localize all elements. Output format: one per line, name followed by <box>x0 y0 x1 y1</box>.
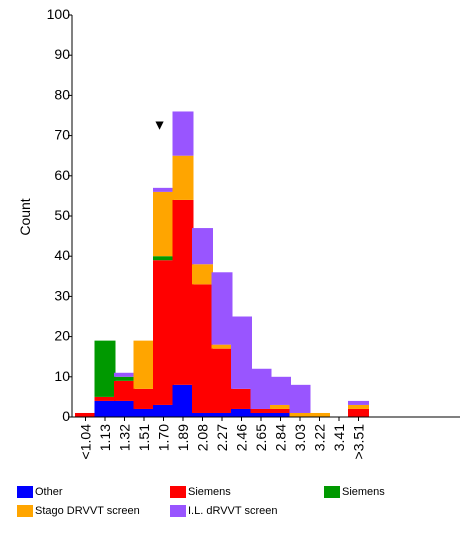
y-tick-label: 20 <box>54 328 70 344</box>
y-tick-label: 70 <box>54 127 70 143</box>
x-tick-label: 1.51 <box>136 424 152 451</box>
x-tick-label: 1.13 <box>97 424 113 451</box>
bar-segment-8-1 <box>231 388 252 409</box>
bar-segment-14-3 <box>348 404 369 409</box>
y-tick-label: 100 <box>47 6 71 22</box>
bar-segment-10-1 <box>270 408 291 413</box>
x-tick-label: 3.22 <box>312 424 328 451</box>
bar-segment-7-4 <box>211 272 233 345</box>
bar-segment-4-0 <box>153 404 174 417</box>
y-tick-label: 0 <box>62 408 70 424</box>
x-tick-label: 2.08 <box>195 424 211 451</box>
bar-segment-5-3 <box>172 155 194 200</box>
bar-segment-1-0 <box>94 400 116 417</box>
bar-segment-11-4 <box>289 384 311 413</box>
bar-segment-1-2 <box>94 340 116 397</box>
x-tick-label: 1.32 <box>117 424 133 451</box>
bar-segment-3-0 <box>133 408 155 417</box>
bar-segment-6-3 <box>192 264 213 285</box>
bar-segment-4-2 <box>153 256 174 261</box>
bar-segment-9-0 <box>250 412 272 417</box>
bar-segment-14-1 <box>348 408 369 417</box>
y-tick-label: 30 <box>54 287 70 303</box>
y-axis-label: Count <box>17 198 33 235</box>
bar-segment-12-3 <box>309 412 330 417</box>
x-tick-label: 1.70 <box>156 424 172 451</box>
bar-segment-14-4 <box>348 400 369 405</box>
x-tick-label: >3.51 <box>351 424 367 460</box>
bar-segment-6-4 <box>192 228 213 265</box>
bar-segment-10-0 <box>270 412 291 417</box>
bar-segment-6-0 <box>192 412 213 417</box>
bar-segment-2-2 <box>114 376 135 381</box>
x-tick-label: 2.46 <box>234 424 250 451</box>
y-tick-label: 40 <box>54 247 70 263</box>
x-axis: <1.04 1.13 1.32 1.51 1.70 1.89 2.08 2.27 2.46 2.6… <box>72 416 460 460</box>
bar-segment-5-0 <box>172 384 194 417</box>
bar-segment-2-0 <box>114 400 135 417</box>
y-tick-label: 90 <box>54 46 70 62</box>
bar-segment-8-4 <box>231 316 252 389</box>
x-tick-label: 2.65 <box>253 424 269 451</box>
y-tick-label: 80 <box>54 86 70 102</box>
bar-segment-10-3 <box>270 404 291 409</box>
bar-segment-0-1 <box>75 412 96 417</box>
x-tick-label: 3.03 <box>292 424 308 451</box>
x-tick-label: 3.41 <box>331 424 347 451</box>
x-tick-label: 2.27 <box>214 424 230 451</box>
bar-segment-7-3 <box>211 344 233 349</box>
bar-segment-4-1 <box>153 260 174 405</box>
bar-segment-7-0 <box>211 412 233 417</box>
bar-segment-1-1 <box>94 396 116 401</box>
bar-segment-2-1 <box>114 380 135 401</box>
bar-segment-5-1 <box>172 199 194 385</box>
marker-triangle-icon: ▼ <box>153 117 167 133</box>
bar-segment-9-4 <box>250 368 272 409</box>
bar-segment-10-4 <box>270 376 291 405</box>
y-axis: 0 10 20 30 40 50 60 70 80 90 100 <box>47 6 73 424</box>
bar-segment-4-4 <box>153 187 174 192</box>
bar-segment-3-3 <box>133 340 155 389</box>
bar-segment-3-1 <box>133 388 155 409</box>
bar-segment-6-1 <box>192 284 213 413</box>
x-tick-label: <1.04 <box>78 424 94 460</box>
bar-segment-8-0 <box>231 408 252 417</box>
y-tick-label: 50 <box>54 207 70 223</box>
bar-segment-4-3 <box>153 191 174 257</box>
x-tick-label: 1.89 <box>175 424 191 451</box>
bar-segment-9-1 <box>250 408 272 413</box>
bar-segment-7-1 <box>211 348 233 413</box>
y-tick-label: 10 <box>54 368 70 384</box>
x-tick-label: 2.84 <box>273 424 289 451</box>
bar-segment-2-4 <box>114 372 135 377</box>
y-tick-label: 60 <box>54 167 70 183</box>
bar-segment-5-4 <box>172 111 194 156</box>
bar-segment-11-3 <box>289 412 311 417</box>
